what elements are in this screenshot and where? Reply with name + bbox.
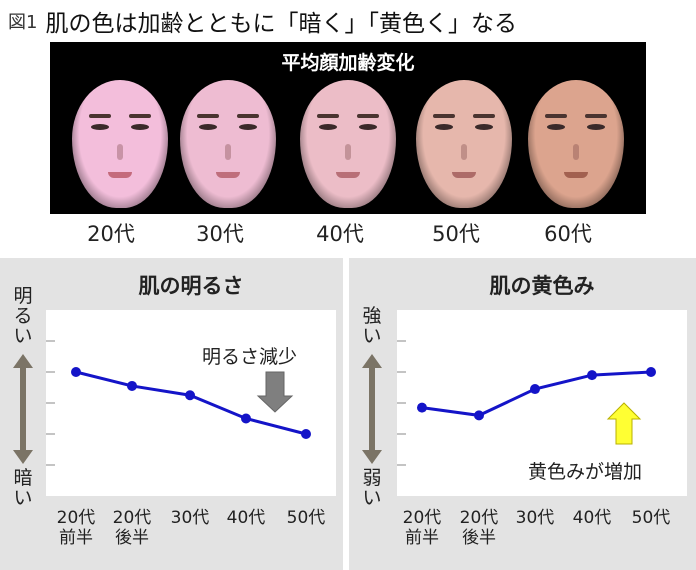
figure-header: 図1 肌の色は加齢とともに「暗く」「黄色く」なる [8, 4, 517, 38]
vertical-char: 弱 [362, 467, 382, 489]
x-tick-decade: 50代 [631, 508, 671, 528]
brightness-data-point [241, 413, 251, 424]
brightness-x-tick-label: 20代 前半 [54, 508, 98, 548]
vertical-char: る [13, 305, 33, 327]
vertical-char: い [362, 325, 382, 347]
brightness-x-tick-label: 30代 [168, 508, 212, 528]
x-tick-decade: 30代 [515, 508, 555, 528]
decade-label: 50代 [432, 222, 480, 246]
x-tick-part: 前半 [59, 528, 93, 548]
x-tick-decade: 20代 [459, 508, 499, 528]
yellowness-x-tick-label: 20代 後半 [457, 508, 501, 548]
brightness-chart-title: 肌の明るさ [138, 274, 244, 298]
decade-label: 30代 [196, 222, 244, 246]
x-tick-part: 前半 [405, 528, 439, 548]
vertical-char: 明 [13, 285, 33, 307]
x-tick-decade: 40代 [572, 508, 612, 528]
yellowness-data-point [530, 384, 540, 395]
x-tick-decade: 50代 [286, 508, 326, 528]
brightness-x-tick-label: 20代 後半 [110, 508, 154, 548]
brightness-data-point [185, 390, 195, 401]
decade-label: 20代 [87, 222, 135, 246]
face-40s [300, 80, 396, 208]
x-tick-part: 後半 [115, 528, 149, 548]
brightness-data-point [127, 380, 137, 391]
yellowness-plot-area [397, 310, 687, 496]
yellowness-x-tick-label: 20代 前半 [400, 508, 444, 548]
brightness-top-label: 明るい [12, 286, 34, 346]
brightness-x-tick-label: 40代 [224, 508, 268, 528]
yellowness-x-tick-label: 40代 [570, 508, 614, 528]
brightness-decrease-arrow [256, 371, 294, 413]
yellowness-increase-arrow [606, 402, 642, 445]
brightness-bottom-label: 暗い [12, 468, 34, 508]
vertical-char: い [13, 487, 33, 509]
vertical-char: い [13, 325, 33, 347]
vertical-char: 暗 [13, 467, 33, 489]
brightness-data-point [301, 429, 311, 439]
yellowness-top-label: 強い [361, 306, 383, 346]
x-tick-decade: 20代 [112, 508, 152, 528]
decade-label: 40代 [316, 222, 364, 246]
face-50s [416, 80, 512, 208]
yellowness-data-point [417, 402, 427, 413]
yellowness-data-point [474, 410, 484, 421]
x-tick-decade: 20代 [402, 508, 442, 528]
brightness-scale-arrow [13, 354, 33, 464]
brightness-x-tick-label: 50代 [284, 508, 328, 528]
figure-label: 図1 [8, 12, 38, 33]
yellowness-scale-arrow [362, 354, 382, 464]
face-60s [528, 80, 624, 208]
face-30s [180, 80, 276, 208]
decade-label: 60代 [544, 222, 592, 246]
yellowness-bottom-label: 弱い [361, 468, 383, 508]
x-tick-part: 後半 [462, 528, 496, 548]
x-tick-decade: 40代 [226, 508, 266, 528]
brightness-data-point [71, 367, 81, 377]
faces-heading: 平均顔加齢変化 [281, 52, 415, 74]
vertical-char: い [362, 487, 382, 509]
average-face-panel: 平均顔加齢変化 [50, 42, 646, 214]
x-tick-decade: 20代 [56, 508, 96, 528]
face-20s [72, 80, 168, 208]
brightness-annotation: 明るさ減少 [202, 346, 298, 368]
vertical-char: 強 [362, 305, 382, 327]
yellowness-x-tick-label: 50代 [629, 508, 673, 528]
yellowness-data-point [646, 367, 656, 377]
figure-title: 肌の色は加齢とともに「暗く」「黄色く」なる [45, 11, 517, 37]
yellowness-data-point [587, 370, 597, 381]
x-tick-decade: 30代 [170, 508, 210, 528]
yellowness-x-tick-label: 30代 [513, 508, 557, 528]
yellowness-chart-title: 肌の黄色み [489, 274, 595, 298]
brightness-plot-area [46, 310, 336, 496]
yellowness-annotation: 黄色みが増加 [528, 461, 643, 483]
